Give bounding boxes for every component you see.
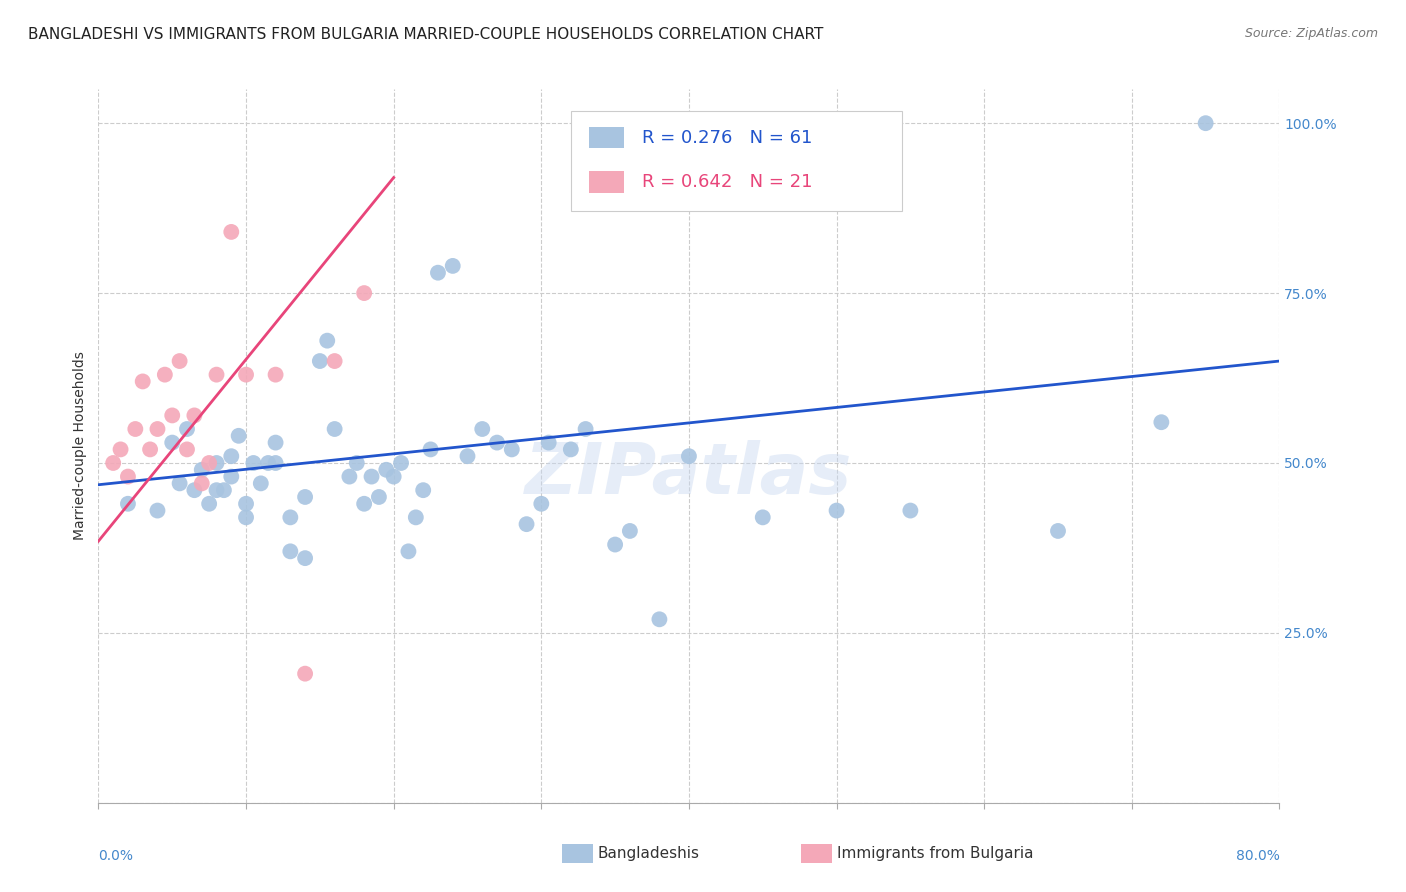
Point (396, 544, 419, 558)
Point (205, 456, 228, 470)
Point (124, 422, 146, 436)
Point (264, 435, 287, 450)
Text: Source: ZipAtlas.com: Source: ZipAtlas.com (1244, 27, 1378, 40)
Point (900, 503, 922, 517)
Point (117, 497, 139, 511)
Point (825, 503, 848, 517)
Point (103, 456, 125, 470)
Point (574, 422, 596, 436)
Point (441, 259, 464, 273)
Point (486, 435, 509, 450)
Point (278, 544, 302, 558)
Point (212, 483, 235, 498)
Point (198, 497, 221, 511)
Point (205, 368, 228, 382)
Point (560, 442, 582, 457)
Text: Immigrants from Bulgaria: Immigrants from Bulgaria (837, 847, 1033, 861)
Point (530, 497, 553, 511)
Point (146, 503, 169, 517)
Point (162, 409, 183, 423)
Point (360, 469, 382, 483)
Point (382, 469, 405, 483)
Point (162, 435, 183, 450)
Point (1150, 415, 1173, 429)
Point (132, 375, 155, 389)
Point (183, 483, 205, 498)
Point (257, 456, 280, 470)
FancyBboxPatch shape (589, 127, 624, 148)
Point (228, 429, 250, 443)
Point (235, 497, 257, 511)
Point (250, 476, 273, 491)
Point (456, 449, 478, 463)
Point (219, 449, 242, 463)
Point (205, 483, 228, 498)
Point (169, 354, 191, 368)
Point (323, 422, 346, 436)
Point (176, 422, 198, 436)
Point (471, 422, 494, 436)
Point (427, 266, 450, 280)
Point (501, 442, 523, 457)
Point (405, 510, 427, 524)
Point (169, 476, 191, 491)
Point (139, 442, 162, 457)
Text: ZIPatlas: ZIPatlas (526, 440, 852, 509)
Text: R = 0.276   N = 61: R = 0.276 N = 61 (641, 128, 813, 146)
Point (346, 456, 368, 470)
Point (605, 537, 627, 551)
Y-axis label: Married-couple Households: Married-couple Households (73, 351, 87, 541)
Point (235, 368, 257, 382)
Point (309, 354, 332, 368)
Text: BANGLADESHI VS IMMIGRANTS FROM BULGARIA MARRIED-COUPLE HOUSEHOLDS CORRELATION CH: BANGLADESHI VS IMMIGRANTS FROM BULGARIA … (28, 27, 824, 42)
Point (219, 469, 242, 483)
Point (619, 524, 641, 538)
Point (353, 286, 375, 301)
Text: R = 0.642   N = 21: R = 0.642 N = 21 (641, 173, 813, 191)
Point (316, 334, 339, 348)
Point (1046, 524, 1069, 538)
Point (153, 368, 176, 382)
Point (368, 490, 391, 504)
Point (419, 442, 441, 457)
Point (110, 442, 132, 457)
Point (353, 497, 375, 511)
Point (191, 476, 214, 491)
Point (337, 469, 360, 483)
Point (389, 456, 412, 470)
Point (323, 354, 346, 368)
Point (278, 510, 302, 524)
Point (219, 225, 242, 239)
Point (264, 456, 287, 470)
Text: 80.0%: 80.0% (1236, 849, 1279, 863)
Point (294, 666, 316, 681)
FancyBboxPatch shape (589, 171, 624, 193)
Point (191, 463, 214, 477)
Point (264, 368, 287, 382)
Point (294, 551, 316, 566)
Text: Bangladeshis: Bangladeshis (598, 847, 700, 861)
Point (648, 612, 671, 626)
Point (146, 422, 169, 436)
Point (294, 490, 316, 504)
Point (751, 510, 773, 524)
Point (537, 435, 560, 450)
Point (515, 517, 537, 532)
Point (183, 409, 205, 423)
Point (375, 463, 398, 477)
Point (412, 483, 434, 498)
Point (198, 456, 221, 470)
Point (1195, 116, 1218, 130)
FancyBboxPatch shape (571, 111, 901, 211)
Point (176, 442, 198, 457)
Point (117, 469, 139, 483)
Point (242, 456, 264, 470)
Point (235, 510, 257, 524)
Text: 0.0%: 0.0% (98, 849, 134, 863)
Point (678, 449, 700, 463)
